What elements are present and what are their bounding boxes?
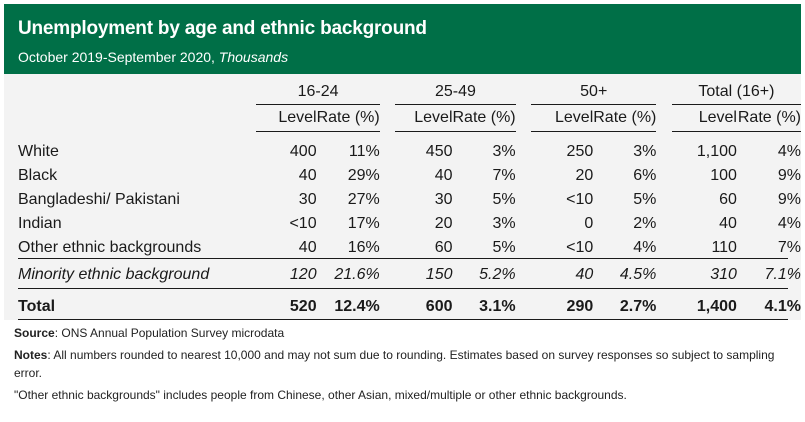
subtitle-unit: Thousands: [218, 49, 289, 65]
cell: 450: [425, 142, 453, 160]
cell: 1,400: [696, 297, 737, 315]
cell: 20: [575, 166, 594, 184]
cell: 9%: [777, 190, 801, 208]
table-row: Other ethnic backgrounds 40 16% 60 5% <10 4% 11…: [18, 236, 801, 260]
group-header: 16-24: [256, 80, 380, 105]
cell: 250: [566, 142, 594, 160]
cell: 9%: [777, 166, 801, 184]
subtitle-period: October 2019-September 2020,: [18, 49, 215, 65]
cell: 5%: [633, 190, 657, 208]
row-label: Black: [18, 166, 58, 184]
table-panel: 16-24 25-49 50+ Total (16+) Level Rate (%…: [4, 74, 801, 320]
notes-note: Notes: All numbers rounded to nearest 10…: [14, 348, 775, 380]
group-header: Total (16+): [671, 80, 801, 105]
cell: 3.1%: [479, 297, 516, 315]
divider: [18, 288, 788, 289]
cell: 11%: [348, 142, 380, 160]
level-header: Level: [671, 104, 737, 132]
total-row: Total 520 12.4% 600 3.1% 290 2.7% 1,400 4.1%: [18, 291, 801, 323]
cell: 30: [298, 190, 317, 208]
rate-header: Rate (%): [316, 104, 380, 132]
cell: 3%: [492, 214, 516, 232]
notes-section: Source: ONS Annual Population Survey mic…: [14, 324, 784, 408]
cell: 40: [575, 266, 594, 283]
cell: 5%: [492, 190, 516, 208]
divider: [18, 319, 788, 320]
cell: 21.6%: [334, 266, 380, 283]
cell: 5.2%: [479, 266, 516, 283]
cell: 27%: [347, 190, 380, 208]
source-note: Source: ONS Annual Population Survey mic…: [14, 326, 285, 340]
cell: 40: [298, 166, 317, 184]
cell: 3%: [633, 142, 657, 160]
cell: 2.7%: [619, 297, 657, 315]
cell: 60: [719, 190, 737, 208]
group-header: 25-49: [395, 80, 516, 105]
cell: 4.5%: [619, 266, 657, 283]
cell: 30: [434, 190, 453, 208]
row-label: Bangladeshi/ Pakistani: [18, 190, 180, 208]
row-label: Minority ethnic background: [18, 266, 210, 283]
cell: 100: [710, 166, 737, 184]
table-row: Black 40 29% 40 7% 20 6% 100 9%: [18, 164, 801, 188]
row-label: Other ethnic backgrounds: [18, 238, 202, 256]
level-header: Level: [531, 104, 594, 132]
cell: 1,100: [696, 142, 737, 160]
rate-header: Rate (%): [593, 104, 657, 132]
divider: [18, 258, 788, 259]
cell: 4.1%: [764, 297, 801, 315]
subheader-row: Level Rate (%) Level Rate (%) Level Rate (%…: [18, 104, 801, 132]
cell: 2%: [633, 214, 657, 232]
cell: 310: [710, 266, 737, 283]
cell: 7%: [777, 238, 801, 256]
minority-row: Minority ethnic background 120 21.6% 150 5…: [18, 260, 801, 291]
cell: 7.1%: [764, 266, 801, 283]
cell: 4%: [777, 214, 801, 232]
footnote: "Other ethnic backgrounds" includes peop…: [14, 388, 627, 402]
cell: <10: [566, 190, 594, 208]
cell: 400: [289, 142, 317, 160]
level-header: Level: [256, 104, 317, 132]
cell: 16%: [347, 238, 380, 256]
cell: 60: [434, 238, 453, 256]
unemployment-table: 16-24 25-49 50+ Total (16+) Level Rate (%…: [18, 80, 801, 323]
rate-header: Rate (%): [736, 104, 801, 132]
cell: 110: [711, 238, 737, 256]
title-banner: Unemployment by age and ethnic backgroun…: [4, 4, 801, 74]
cell: 150: [425, 266, 453, 283]
cell: 5%: [492, 238, 516, 256]
row-label: White: [18, 142, 59, 160]
cell: 0: [584, 214, 594, 232]
cell: 6%: [633, 166, 657, 184]
row-label: Indian: [18, 214, 62, 232]
table-row: Bangladeshi/ Pakistani 30 27% 30 5% <10 5% 60 9%: [18, 188, 801, 212]
cell: 600: [425, 297, 453, 315]
cell: 520: [289, 297, 317, 315]
cell: 40: [434, 166, 453, 184]
cell: 7%: [492, 166, 516, 184]
cell: <10: [566, 238, 594, 256]
level-header: Level: [395, 104, 453, 132]
cell: 12.4%: [334, 297, 380, 315]
table-row: Indian <10 17% 20 3% 0 2% 40 4%: [18, 212, 801, 236]
cell: 4%: [777, 142, 801, 160]
group-header: 50+: [531, 80, 657, 105]
cell: 40: [298, 238, 317, 256]
row-label: Total: [18, 297, 56, 315]
cell: 120: [289, 266, 317, 283]
cell: 4%: [633, 238, 657, 256]
table-title: Unemployment by age and ethnic backgroun…: [18, 18, 427, 39]
cell: 20: [434, 214, 453, 232]
cell: 29%: [347, 166, 380, 184]
cell: 17%: [347, 214, 380, 232]
group-header-row: 16-24 25-49 50+ Total (16+): [18, 80, 801, 105]
table-row: White 400 11% 450 3% 250 3% 1,100 4%: [18, 140, 801, 164]
cell: 290: [566, 297, 594, 315]
table-subtitle: October 2019-September 2020, Thousands: [18, 49, 288, 65]
cell: <10: [289, 214, 317, 232]
rate-header: Rate (%): [452, 104, 516, 132]
cell: 3%: [492, 142, 516, 160]
cell: 40: [719, 214, 737, 232]
